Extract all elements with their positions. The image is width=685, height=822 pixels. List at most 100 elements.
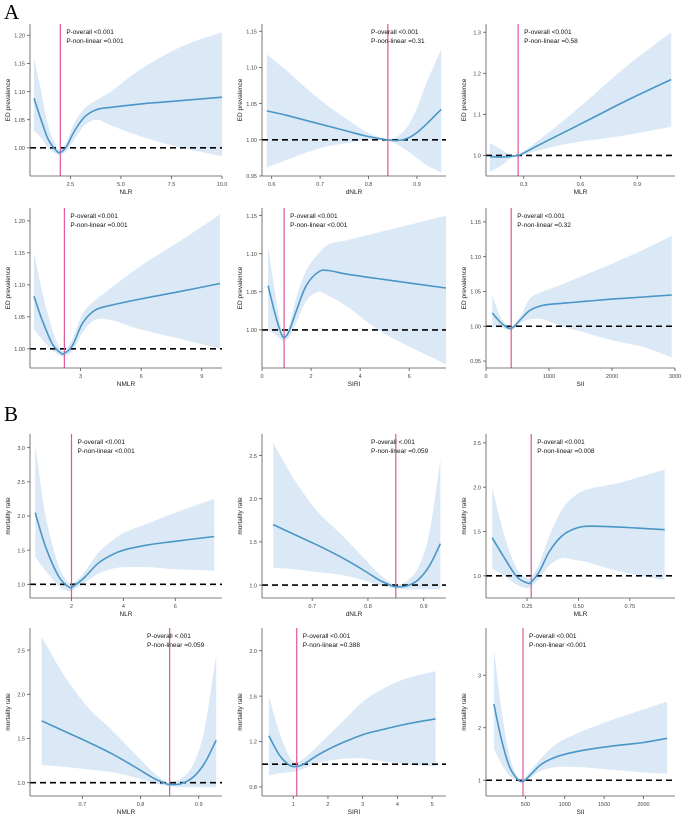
x-tick-label: 3000	[669, 374, 681, 380]
y-tick-label: 1.6	[249, 694, 257, 700]
y-axis-label: mortality rate	[237, 693, 244, 731]
plot-area	[30, 24, 222, 176]
y-tick-label: 1.00	[246, 138, 257, 144]
p-value-annotation: P-non-linear =0.001	[66, 38, 124, 45]
x-tick-label: 2	[70, 604, 73, 610]
plot-area	[262, 628, 446, 796]
y-tick-label: 1.10	[14, 283, 25, 289]
x-axis-label: NLR	[119, 189, 132, 196]
y-tick-label: 2.0	[473, 485, 481, 491]
x-tick-label: 5	[431, 802, 434, 808]
confidence-band	[34, 214, 220, 357]
x-tick-label: 5.0	[117, 182, 125, 188]
y-tick-label: 1.0	[473, 154, 481, 160]
x-tick-label: 2.5	[67, 182, 75, 188]
plot-mortality-sii: 1 2 3 500 1000 1500 2000 SII mortality rate P-ove…	[456, 622, 685, 818]
x-tick-label: 2000	[637, 802, 649, 808]
y-tick-label: 2.0	[17, 693, 25, 699]
plot-mortality-nlr: 1.0 1.5 2.0 2.5 3.0 2 4 6 NLR mortality rate P-ove…	[0, 428, 232, 620]
chart-svg: 1.0 1.5 2.0 2.5 0.25 0.50 0.75 MLR mortality rat…	[461, 434, 675, 618]
confidence-band	[489, 32, 672, 172]
p-value-annotation: P-overall <0.001	[517, 213, 565, 220]
chart-body: 1.0 1.1 1.2 1.3 0.3 0.6 0.9 MLR ED prevalence P-o…	[461, 24, 675, 196]
p-value-annotation: P-overall <0.001	[303, 633, 351, 640]
y-tick-label: 1.0	[249, 583, 257, 589]
x-tick-label: 1000	[543, 374, 555, 380]
confidence-band	[41, 636, 217, 788]
x-tick-label: 6	[140, 374, 143, 380]
y-tick-label: 1.0	[17, 583, 25, 589]
x-tick-label: 2	[326, 802, 329, 808]
p-value-annotation: P-overall <0.001	[70, 213, 118, 220]
y-tick-label: 1.15	[246, 214, 257, 220]
chart-svg: 1.0 1.5 2.0 2.5 0.7 0.8 0.9 dNLR mortality rate P…	[237, 434, 446, 618]
y-axis-label: mortality rate	[237, 497, 244, 535]
y-tick-label: 1.10	[246, 252, 257, 258]
chart-body: 0.8 1.2 1.6 2.0 1 2 3 4 5 SIRI mortality rate P-ove…	[237, 628, 446, 816]
x-tick-label: 4	[359, 374, 362, 380]
y-axis-label: mortality rate	[5, 693, 12, 731]
x-tick-label: 2000	[606, 374, 618, 380]
plot-mortality-siri: 0.8 1.2 1.6 2.0 1 2 3 4 5 SIRI mortality rate P-ove…	[232, 622, 456, 818]
confidence-band	[34, 32, 222, 157]
x-tick-label: 0.8	[365, 182, 373, 188]
x-tick-label: 3	[361, 802, 364, 808]
x-tick-label: 0.25	[522, 604, 533, 610]
y-tick-label: 1.05	[14, 315, 25, 321]
x-tick-label: 1000	[559, 802, 571, 808]
plot-area	[486, 434, 675, 598]
plot-ed-dnlr: 0.95 1.00 1.05 1.10 1.15 0.6 0.7 0.8 0.9 dNLR ED p…	[232, 18, 456, 198]
plot-mortality-nmlr: 1.0 1.5 2.0 2.5 0.7 0.8 0.9 NMLR mortality rate P…	[0, 622, 232, 818]
panel-label-a: A	[4, 0, 20, 24]
y-tick-label: 1.05	[14, 118, 25, 124]
y-tick-label: 1.00	[14, 146, 25, 152]
x-tick-label: 0.9	[195, 802, 203, 808]
x-tick-label: 0.6	[577, 182, 585, 188]
plot-area	[262, 24, 446, 176]
p-value-annotation: P-non-linear =0.32	[517, 222, 571, 229]
p-value-annotation: P-non-linear <0.001	[78, 448, 136, 455]
y-tick-label: 1.1	[473, 113, 481, 119]
y-axis-label: ED prevalence	[461, 266, 468, 309]
plot-area	[262, 208, 446, 368]
x-tick-label: 0.9	[413, 182, 421, 188]
y-tick-label: 2.0	[249, 497, 257, 503]
x-tick-label: 0.7	[308, 604, 316, 610]
x-tick-label: 2	[310, 374, 313, 380]
y-tick-label: 0.95	[246, 174, 257, 180]
x-axis-label: SII	[577, 381, 585, 388]
y-tick-label: 1.10	[246, 66, 257, 72]
y-axis-label: ED prevalence	[5, 78, 12, 121]
p-value-annotation: P-overall <.001	[147, 633, 191, 640]
y-tick-label: 1.15	[246, 29, 257, 35]
confidence-band	[273, 442, 441, 590]
y-tick-label: 2.5	[249, 454, 257, 460]
plot-mortality-mlr: 1.0 1.5 2.0 2.5 0.25 0.50 0.75 MLR mortality rat…	[456, 428, 685, 620]
plot-area	[486, 628, 675, 796]
plot-ed-sii: 0.95 1.00 1.05 1.10 1.15 0 1000 2000 3000 SII ED p…	[456, 202, 685, 390]
x-tick-label: 0.8	[137, 802, 145, 808]
x-tick-label: 0.50	[573, 604, 584, 610]
p-value-annotation: P-overall <0.001	[524, 29, 572, 36]
y-tick-label: 1.5	[17, 548, 25, 554]
chart-svg: 1 2 3 500 1000 1500 2000 SII mortality rate P-ove…	[461, 628, 675, 816]
plot-ed-nmlr: 1.00 1.05 1.10 1.15 1.20 3 6 9 NMLR ED prevalence…	[0, 202, 232, 390]
x-tick-label: 1	[292, 802, 295, 808]
y-tick-label: 1.20	[14, 219, 25, 225]
spline-curve	[272, 523, 442, 588]
chart-body: 0.95 1.00 1.05 1.10 1.15 0.6 0.7 0.8 0.9 dNLR ED p…	[237, 24, 446, 196]
chart-svg: 0.95 1.00 1.05 1.10 1.15 0.6 0.7 0.8 0.9 dNLR ED p…	[237, 24, 446, 196]
x-tick-label: 10.0	[217, 182, 228, 188]
y-axis-label: ED prevalence	[237, 266, 244, 309]
x-tick-label: 0.3	[520, 182, 528, 188]
chart-body: 1 2 3 500 1000 1500 2000 SII mortality rate P-ove…	[461, 628, 675, 816]
y-axis-label: ED prevalence	[461, 78, 468, 121]
spline-curve	[491, 525, 665, 585]
x-axis-label: dNLR	[346, 189, 363, 196]
y-tick-label: 1.00	[470, 324, 481, 330]
plot-area	[30, 628, 222, 796]
chart-body: 1.0 1.5 2.0 2.5 0.7 0.8 0.9 dNLR mortality rate P…	[237, 434, 446, 618]
y-axis-label: mortality rate	[461, 497, 468, 535]
x-axis-label: NLR	[119, 611, 132, 618]
y-tick-label: 3	[478, 673, 481, 679]
